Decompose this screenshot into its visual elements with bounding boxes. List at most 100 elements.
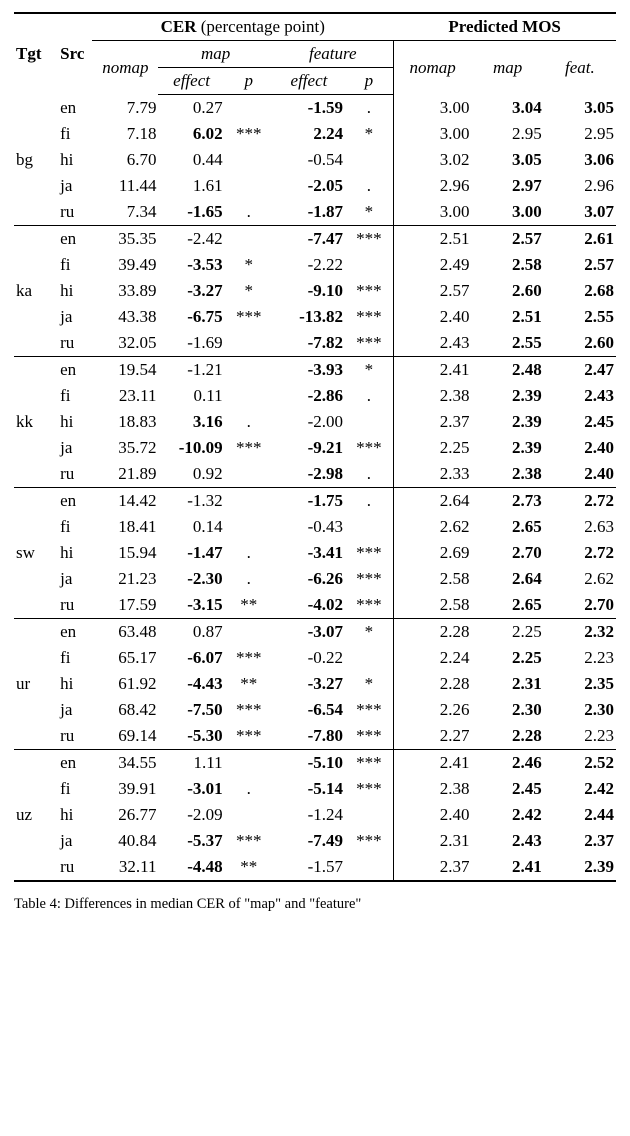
data-cell: -4.48 xyxy=(158,854,224,881)
data-cell: *** xyxy=(345,750,393,777)
data-cell xyxy=(345,409,393,435)
data-cell: * xyxy=(225,252,273,278)
data-cell: 0.92 xyxy=(158,461,224,488)
data-cell: 2.62 xyxy=(544,566,616,592)
table-row: urhi61.92-4.43**-3.27*2.282.312.35 xyxy=(14,671,616,697)
data-cell: -1.69 xyxy=(158,330,224,357)
data-cell: 2.30 xyxy=(471,697,543,723)
table-row: fi7.186.02***2.24*3.002.952.95 xyxy=(14,121,616,147)
table-row: en34.551.11-5.10***2.412.462.52 xyxy=(14,750,616,777)
data-cell: ru xyxy=(56,592,92,619)
tgt-cell-empty xyxy=(14,697,56,723)
data-cell xyxy=(345,802,393,828)
table-row: ru32.11-4.48**-1.572.372.412.39 xyxy=(14,854,616,881)
data-cell: *** xyxy=(345,592,393,619)
hdr-mos: Predicted MOS xyxy=(393,13,616,41)
table-row: fi39.91-3.01.-5.14***2.382.452.42 xyxy=(14,776,616,802)
data-cell: -2.22 xyxy=(273,252,345,278)
data-cell: . xyxy=(225,199,273,226)
data-cell xyxy=(225,461,273,488)
data-cell: -3.27 xyxy=(158,278,224,304)
table-row: ru21.890.92-2.98.2.332.382.40 xyxy=(14,461,616,488)
table-row: ja40.84-5.37***-7.49***2.312.432.37 xyxy=(14,828,616,854)
table-row: en14.42-1.32-1.75.2.642.732.72 xyxy=(14,488,616,515)
tgt-cell-empty xyxy=(14,854,56,881)
data-cell: 39.91 xyxy=(92,776,158,802)
data-cell: 26.77 xyxy=(92,802,158,828)
data-cell: *** xyxy=(345,278,393,304)
data-cell: 2.38 xyxy=(393,383,471,409)
tgt-cell-empty xyxy=(14,566,56,592)
data-cell: 18.41 xyxy=(92,514,158,540)
data-cell: . xyxy=(225,540,273,566)
data-cell: 2.96 xyxy=(544,173,616,199)
data-cell: -9.10 xyxy=(273,278,345,304)
tgt-cell-empty xyxy=(14,514,56,540)
data-cell: 3.06 xyxy=(544,147,616,173)
data-cell: 65.17 xyxy=(92,645,158,671)
tgt-cell-empty xyxy=(14,435,56,461)
data-cell: -7.80 xyxy=(273,723,345,750)
data-cell: 2.63 xyxy=(544,514,616,540)
data-cell: en xyxy=(56,488,92,515)
data-cell: 2.28 xyxy=(471,723,543,750)
data-cell: 2.24 xyxy=(273,121,345,147)
data-cell: hi xyxy=(56,409,92,435)
data-cell: * xyxy=(345,671,393,697)
data-cell: ** xyxy=(225,671,273,697)
hdr-map-p: p xyxy=(225,68,273,95)
data-cell: *** xyxy=(345,304,393,330)
data-cell: en xyxy=(56,226,92,253)
data-cell: ja xyxy=(56,697,92,723)
table-row: ja35.72-10.09***-9.21***2.252.392.40 xyxy=(14,435,616,461)
data-cell: 2.55 xyxy=(471,330,543,357)
data-cell: 2.62 xyxy=(393,514,471,540)
tgt-cell-empty xyxy=(14,226,56,253)
data-cell: -5.37 xyxy=(158,828,224,854)
data-cell: 2.42 xyxy=(544,776,616,802)
data-cell: 3.04 xyxy=(471,95,543,122)
data-cell: *** xyxy=(345,776,393,802)
data-cell: ru xyxy=(56,330,92,357)
data-cell: 2.44 xyxy=(544,802,616,828)
data-cell: -1.24 xyxy=(273,802,345,828)
data-cell: 2.60 xyxy=(471,278,543,304)
tgt-cell-empty xyxy=(14,252,56,278)
table-row: swhi15.94-1.47.-3.41***2.692.702.72 xyxy=(14,540,616,566)
data-cell: -1.47 xyxy=(158,540,224,566)
data-cell: ja xyxy=(56,566,92,592)
data-cell: -0.54 xyxy=(273,147,345,173)
data-cell: 3.05 xyxy=(471,147,543,173)
data-cell: 2.40 xyxy=(393,304,471,330)
data-cell: *** xyxy=(345,828,393,854)
data-cell: 2.46 xyxy=(471,750,543,777)
data-cell: 2.40 xyxy=(544,435,616,461)
hdr-nomap: nomap xyxy=(92,41,158,95)
data-cell: 69.14 xyxy=(92,723,158,750)
table-row: fi39.49-3.53*-2.222.492.582.57 xyxy=(14,252,616,278)
tgt-cell-empty xyxy=(14,592,56,619)
data-cell: 2.96 xyxy=(393,173,471,199)
table-row: uzhi26.77-2.09-1.242.402.422.44 xyxy=(14,802,616,828)
data-cell: 2.33 xyxy=(393,461,471,488)
tgt-cell: sw xyxy=(14,540,56,566)
tgt-cell: ka xyxy=(14,278,56,304)
hdr-feat-effect: effect xyxy=(273,68,345,95)
data-cell: -1.57 xyxy=(273,854,345,881)
data-cell: 2.39 xyxy=(471,383,543,409)
table-row: en35.35-2.42-7.47***2.512.572.61 xyxy=(14,226,616,253)
data-cell: 2.25 xyxy=(471,619,543,646)
data-cell: *** xyxy=(345,723,393,750)
data-cell: -2.00 xyxy=(273,409,345,435)
data-cell xyxy=(345,147,393,173)
data-cell: . xyxy=(225,566,273,592)
data-cell xyxy=(225,383,273,409)
data-cell: 2.57 xyxy=(471,226,543,253)
data-cell: 23.11 xyxy=(92,383,158,409)
data-cell: 2.45 xyxy=(544,409,616,435)
data-cell: 2.37 xyxy=(393,409,471,435)
tgt-cell-empty xyxy=(14,304,56,330)
data-cell: 3.05 xyxy=(544,95,616,122)
data-cell: 2.43 xyxy=(471,828,543,854)
hdr-cer-group: CER (percentage point) xyxy=(92,13,393,41)
